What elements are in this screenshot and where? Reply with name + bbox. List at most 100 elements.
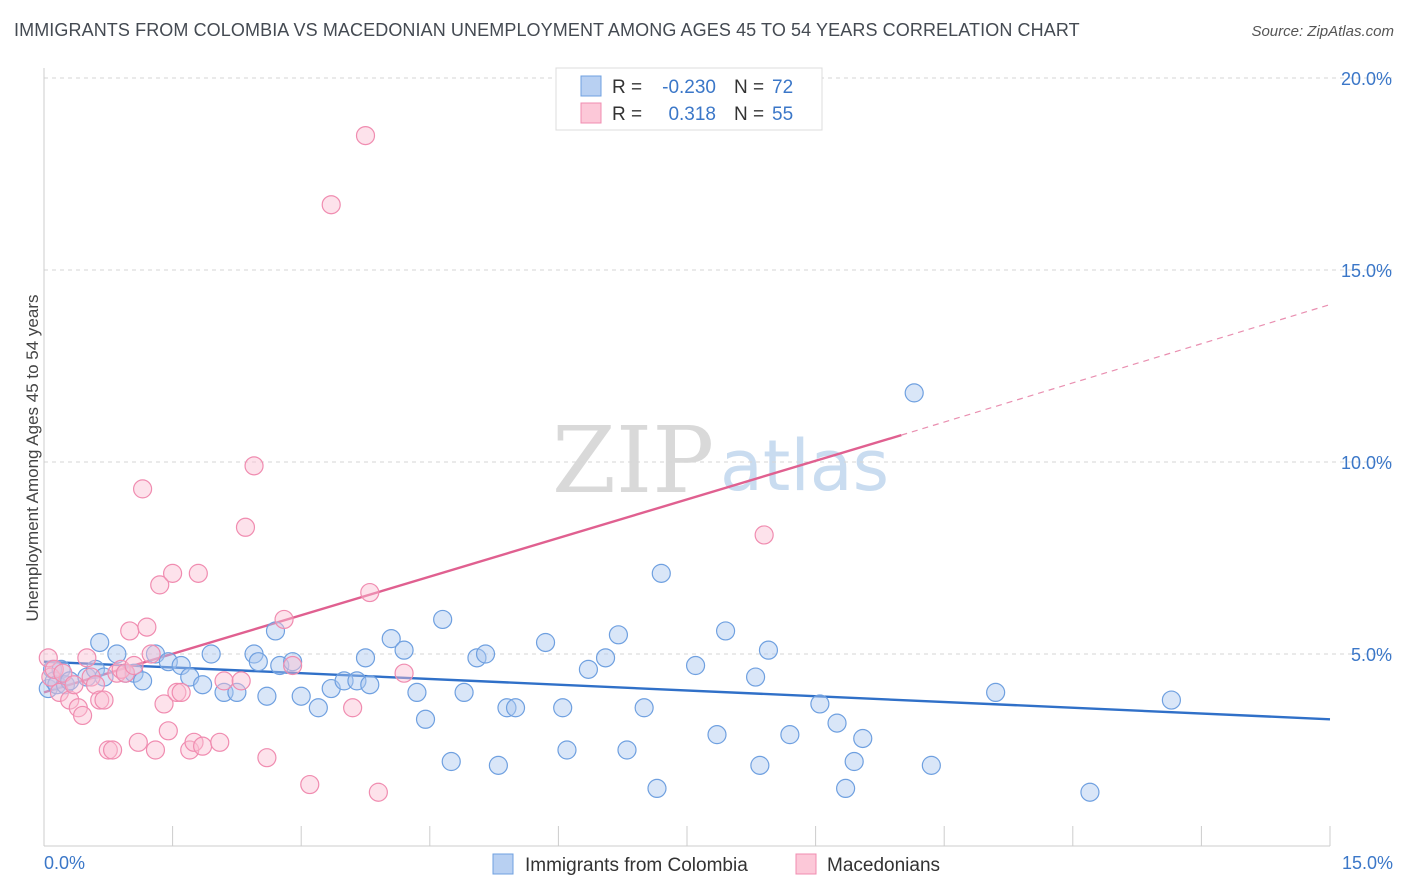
colombia-point-62 bbox=[750, 755, 770, 775]
legend-n-label-1: N = bbox=[734, 77, 764, 98]
colombia-point-65 bbox=[810, 694, 830, 714]
trend-lines bbox=[43, 303, 1331, 721]
macedonian-point-24 bbox=[141, 644, 161, 664]
colombia-point-14 bbox=[132, 671, 153, 691]
macedonian-point-28 bbox=[158, 721, 178, 741]
macedonian-point-23 bbox=[137, 617, 157, 637]
y-tick-label-1: 10.0% bbox=[1341, 453, 1392, 473]
macedonian-point-36 bbox=[210, 732, 230, 752]
macedonian-point-14 bbox=[98, 740, 118, 760]
colombia-trend-line bbox=[43, 660, 1331, 721]
axes bbox=[43, 68, 1331, 847]
macedonian-point-29 bbox=[163, 563, 183, 583]
macedonian-point-8 bbox=[72, 705, 93, 726]
colombia-point-11 bbox=[107, 644, 127, 664]
legend-r-value-1: -0.230 bbox=[662, 77, 716, 98]
colombia-point-56 bbox=[647, 778, 667, 799]
watermark: ZIP atlas bbox=[552, 407, 889, 514]
macedonian-point-42 bbox=[274, 609, 294, 630]
colombia-point-35 bbox=[360, 675, 380, 695]
colombia-point-20 bbox=[201, 644, 221, 664]
macedonian-point-9 bbox=[77, 648, 97, 668]
legend-swatch-colombia bbox=[580, 75, 602, 97]
macedonian-point-46 bbox=[343, 698, 363, 718]
colombia-point-64 bbox=[780, 725, 800, 745]
macedonian-point-11 bbox=[85, 675, 106, 695]
colombia-point-24 bbox=[248, 652, 268, 672]
watermark-atlas: atlas bbox=[720, 425, 889, 507]
colombia-point-70 bbox=[904, 383, 924, 403]
colombia-point-52 bbox=[595, 648, 616, 668]
macedonian-point-20 bbox=[124, 655, 144, 676]
macedonian-point-45 bbox=[321, 195, 341, 215]
colombia-point-57 bbox=[651, 563, 671, 583]
macedonian-point-34 bbox=[188, 563, 208, 583]
macedonian-point-38 bbox=[231, 671, 251, 691]
colombia-point-45 bbox=[488, 755, 508, 775]
legend-swatch-macedonian bbox=[580, 102, 602, 124]
colombia-point-47 bbox=[505, 698, 526, 718]
macedonian-trend-line bbox=[43, 433, 902, 694]
macedonian-point-39 bbox=[235, 517, 256, 537]
colombia-point-54 bbox=[617, 740, 637, 760]
macedonian-point-51 bbox=[754, 525, 774, 545]
y-tick-label-3: 20.0% bbox=[1341, 69, 1392, 89]
macedonian-point-19 bbox=[120, 621, 140, 641]
macedonian-point-35 bbox=[193, 736, 213, 756]
colombia-point-16 bbox=[158, 652, 178, 672]
macedonian-point-4 bbox=[53, 663, 73, 683]
macedonian-point-31 bbox=[171, 682, 191, 703]
macedonian-point-43 bbox=[283, 655, 303, 676]
macedonian-point-13 bbox=[94, 690, 114, 710]
colombia-point-41 bbox=[441, 751, 461, 772]
colombia-point-44 bbox=[475, 644, 496, 664]
colombia-point-66 bbox=[827, 713, 847, 733]
macedonian-point-26 bbox=[150, 575, 170, 595]
legend-n-label-2: N = bbox=[734, 104, 764, 125]
colombia-point-60 bbox=[715, 621, 736, 641]
colombia-point-67 bbox=[836, 778, 856, 799]
data-points bbox=[38, 126, 1181, 802]
colombia-point-71 bbox=[921, 755, 941, 775]
legend-r-value-2: 0.318 bbox=[668, 104, 716, 125]
macedonian-point-47 bbox=[355, 126, 376, 146]
macedonian-point-22 bbox=[132, 479, 153, 499]
x-tick-label-0: 0.0% bbox=[44, 853, 85, 873]
macedonian-point-48 bbox=[360, 582, 380, 603]
legend-r-label-2: R = bbox=[612, 104, 642, 125]
macedonian-point-41 bbox=[257, 748, 277, 768]
legend-n-value-1: 72 bbox=[772, 77, 793, 98]
colombia-point-22 bbox=[227, 682, 247, 703]
colombia-point-59 bbox=[707, 725, 727, 745]
correlation-legend: R = -0.230 N = 72 R = 0.318 N = 55 bbox=[555, 67, 823, 131]
colombia-point-34 bbox=[355, 648, 376, 668]
macedonian-point-49 bbox=[368, 782, 388, 802]
colombia-point-53 bbox=[608, 625, 629, 645]
chart-title: IMMIGRANTS FROM COLOMBIA VS MACEDONIAN U… bbox=[14, 20, 1080, 40]
colombia-point-9 bbox=[90, 632, 110, 653]
colombia-point-36 bbox=[381, 629, 401, 649]
colombia-point-50 bbox=[557, 740, 577, 760]
y-axis-label: Unemployment Among Ages 45 to 54 years bbox=[23, 295, 42, 622]
colombia-point-74 bbox=[1161, 690, 1181, 710]
grid-lines bbox=[44, 77, 1392, 655]
macedonian-point-15 bbox=[102, 740, 123, 760]
colombia-point-30 bbox=[308, 698, 328, 718]
macedonian-point-44 bbox=[300, 774, 320, 795]
macedonian-point-21 bbox=[128, 732, 148, 752]
x-tick-label-1: 15.0% bbox=[1342, 853, 1393, 873]
colombia-point-29 bbox=[291, 686, 311, 706]
legend-n-value-2: 55 bbox=[772, 104, 793, 125]
colombia-point-69 bbox=[853, 728, 873, 749]
macedonian-point-6 bbox=[64, 675, 84, 695]
colombia-point-51 bbox=[578, 659, 599, 679]
colombia-point-19 bbox=[193, 675, 213, 695]
watermark-zip: ZIP bbox=[552, 407, 714, 514]
colombia-point-49 bbox=[553, 698, 573, 718]
macedonian-point-30 bbox=[167, 682, 187, 703]
macedonian-point-50 bbox=[394, 663, 414, 683]
colombia-point-68 bbox=[844, 751, 864, 772]
colombia-point-72 bbox=[986, 682, 1006, 703]
macedonian-point-25 bbox=[145, 740, 166, 760]
series-swatch-macedonian bbox=[795, 853, 817, 875]
